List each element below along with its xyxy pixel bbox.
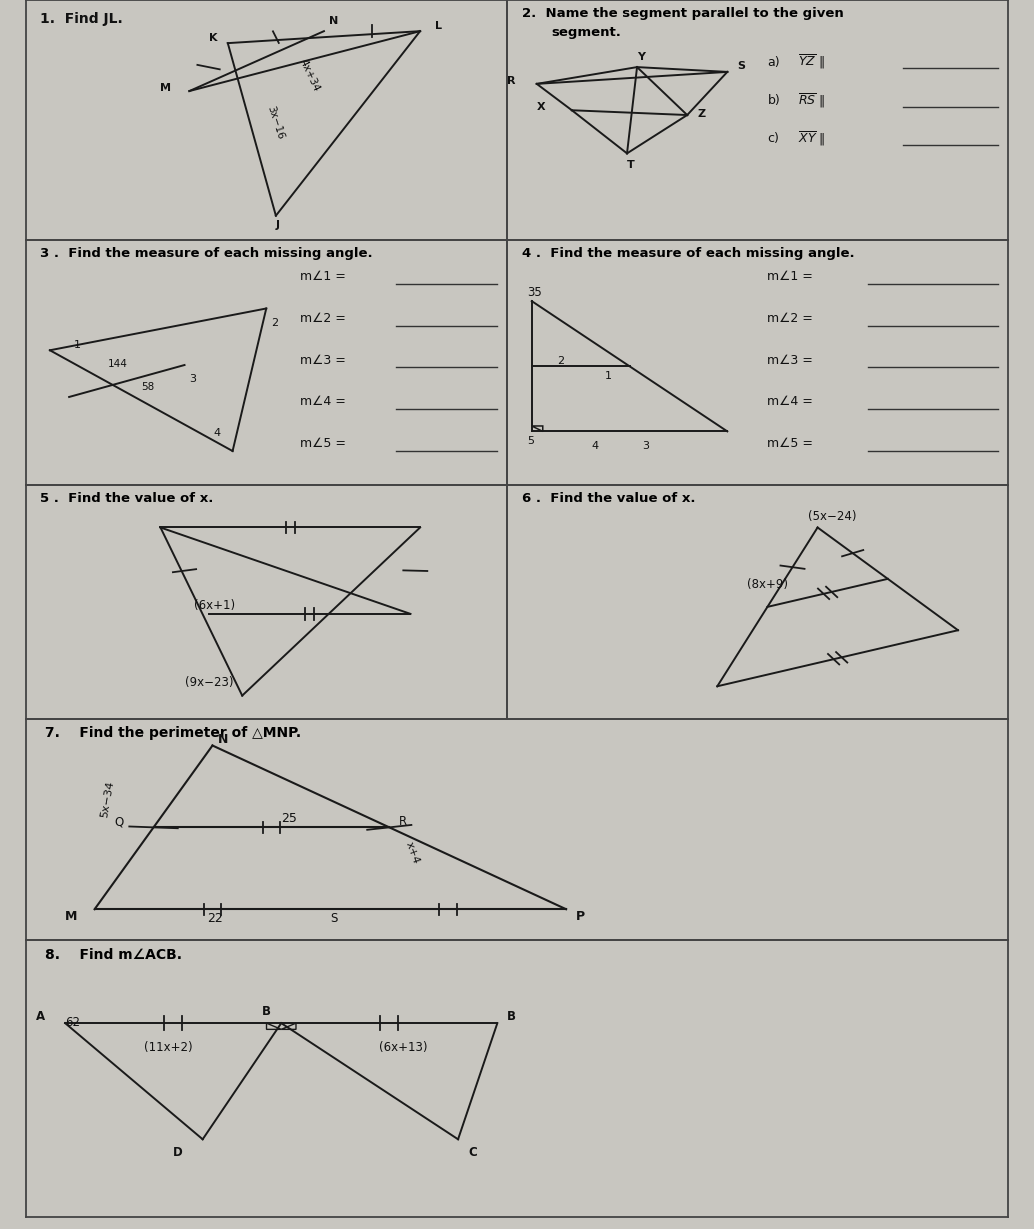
Text: a): a): [767, 55, 780, 69]
Text: M: M: [160, 84, 172, 93]
Text: m∠3 =: m∠3 =: [767, 354, 814, 366]
Text: 8.    Find m∠ACB.: 8. Find m∠ACB.: [45, 949, 182, 962]
Text: R: R: [399, 815, 407, 828]
Text: b): b): [767, 95, 781, 107]
Text: N: N: [217, 734, 227, 746]
Text: 35: 35: [526, 286, 542, 299]
Text: 25: 25: [281, 812, 297, 825]
Text: T: T: [627, 160, 635, 170]
Text: 4: 4: [591, 440, 599, 451]
Text: 5 .  Find the value of x.: 5 . Find the value of x.: [40, 493, 214, 505]
Text: m∠1 =: m∠1 =: [300, 270, 345, 283]
Text: 1: 1: [605, 370, 611, 381]
Text: P: P: [576, 911, 585, 923]
Text: R: R: [507, 76, 515, 86]
Text: 6 .  Find the value of x.: 6 . Find the value of x.: [522, 493, 695, 505]
Text: 7.    Find the perimeter of △MNP.: 7. Find the perimeter of △MNP.: [45, 725, 302, 740]
Text: 3: 3: [189, 374, 196, 385]
Text: M: M: [65, 911, 78, 923]
Text: (11x+2): (11x+2): [144, 1041, 192, 1053]
Text: 4: 4: [213, 428, 220, 439]
Text: (6x+1): (6x+1): [194, 600, 236, 612]
Text: 62: 62: [65, 1016, 81, 1029]
Text: 4x+34: 4x+34: [298, 58, 322, 93]
Text: B: B: [507, 1010, 516, 1024]
Text: 2.  Name the segment parallel to the given: 2. Name the segment parallel to the give…: [522, 7, 844, 20]
Text: A: A: [35, 1010, 44, 1024]
Text: x+4: x+4: [404, 841, 421, 866]
Text: $\overline{XY}$ ‖: $\overline{XY}$ ‖: [797, 130, 825, 147]
Text: $\overline{YZ}$ ‖: $\overline{YZ}$ ‖: [797, 53, 824, 71]
Text: m∠3 =: m∠3 =: [300, 354, 345, 366]
Text: (8x+9): (8x+9): [748, 578, 788, 591]
Text: m∠2 =: m∠2 =: [767, 312, 814, 324]
Text: (5x−24): (5x−24): [808, 510, 856, 524]
Text: L: L: [434, 21, 442, 31]
Text: m∠4 =: m∠4 =: [767, 396, 814, 408]
Text: 5x−34: 5x−34: [99, 780, 116, 819]
Text: m∠4 =: m∠4 =: [300, 396, 345, 408]
Text: 22: 22: [208, 912, 223, 925]
Text: 5: 5: [526, 435, 534, 446]
Text: 3: 3: [642, 440, 649, 451]
Text: segment.: segment.: [552, 26, 621, 39]
Text: (6x+13): (6x+13): [379, 1041, 428, 1053]
Text: Q: Q: [114, 815, 123, 828]
Text: 3 .  Find the measure of each missing angle.: 3 . Find the measure of each missing ang…: [40, 247, 373, 261]
Text: B: B: [262, 1005, 271, 1018]
Text: 4 .  Find the measure of each missing angle.: 4 . Find the measure of each missing ang…: [522, 247, 854, 261]
Text: m∠5 =: m∠5 =: [767, 438, 814, 450]
Text: Z: Z: [697, 109, 705, 119]
Text: Y: Y: [637, 52, 645, 61]
Text: D: D: [173, 1145, 183, 1159]
Text: 144: 144: [108, 359, 127, 370]
Text: S: S: [737, 61, 746, 71]
Text: (9x−23): (9x−23): [184, 676, 233, 689]
Text: C: C: [467, 1145, 477, 1159]
Text: 1.  Find JL.: 1. Find JL.: [40, 12, 123, 26]
Text: X: X: [537, 102, 545, 112]
Text: 1: 1: [74, 339, 81, 350]
Text: m∠2 =: m∠2 =: [300, 312, 345, 324]
Text: S: S: [331, 912, 338, 925]
Text: m∠5 =: m∠5 =: [300, 438, 346, 450]
Text: J: J: [276, 220, 280, 230]
Text: m∠1 =: m∠1 =: [767, 270, 814, 283]
Text: 58: 58: [142, 381, 154, 392]
Text: 2: 2: [556, 355, 564, 366]
Text: 3x−16: 3x−16: [266, 104, 286, 140]
Text: N: N: [329, 16, 338, 26]
Text: K: K: [209, 33, 217, 43]
Text: $\overline{RS}$ ‖: $\overline{RS}$ ‖: [797, 92, 825, 109]
Text: 2: 2: [271, 317, 278, 328]
Text: c): c): [767, 133, 780, 145]
